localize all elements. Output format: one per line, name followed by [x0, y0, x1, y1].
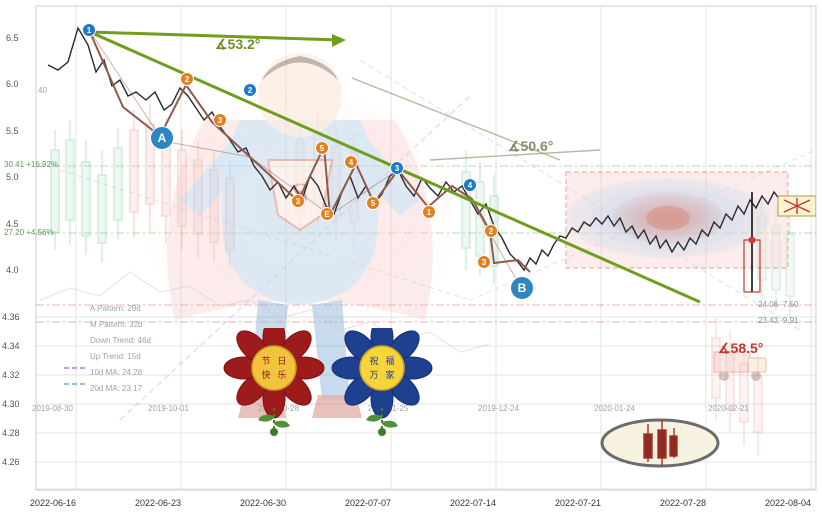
y-tick-label: 4.0 — [6, 265, 19, 275]
y-tick-label: 6.5 — [6, 33, 19, 43]
watermark-bottom-date: 2020-01-24 — [594, 404, 635, 413]
angle-annotation-grey: ∡50.6° — [508, 138, 554, 154]
wave-label-3c: 3 — [390, 161, 404, 175]
svg-text:祝: 祝 — [369, 355, 378, 367]
watermark-bottom-date: 2019-08-30 — [32, 404, 73, 413]
watermark-legend-line: M Pattern: 32d — [90, 320, 143, 329]
y-tick-label: 4.32 — [2, 370, 20, 380]
wave-label-3: 3 — [213, 113, 227, 127]
wave-label-1: 1 — [82, 23, 96, 37]
angle-annotation-red: ∡58.5° — [718, 340, 764, 356]
x-tick-label: 2022-07-14 — [450, 498, 497, 508]
wave-label-2c: 2 — [484, 224, 498, 238]
wave-label-4b: 4 — [463, 178, 477, 192]
svg-text:日: 日 — [277, 356, 286, 367]
watermark-legend-line: Up Trend: 15d — [90, 352, 141, 361]
wave-label-1b: 1 — [422, 205, 436, 219]
flower-sticker-red: 节日 快乐 — [223, 328, 325, 436]
watermark-legend-line: A Pattern: 29d — [90, 304, 141, 313]
svg-text:万: 万 — [369, 371, 378, 381]
watermark-bottom-date: 2020-02-21 — [708, 404, 749, 413]
svg-text:家: 家 — [385, 369, 394, 381]
wave-polyline — [88, 29, 531, 273]
y-tick-label: 4.26 — [2, 457, 20, 467]
wave-label-A: A — [150, 126, 174, 150]
wave-label-4: 4 — [344, 155, 358, 169]
y-tick-label: 4.28 — [2, 428, 20, 438]
watermark-right-label: 23.43 -9.91 — [758, 316, 799, 325]
x-tick-label: 2022-06-23 — [135, 498, 182, 508]
x-tick-label: 2022-07-21 — [555, 498, 602, 508]
watermark-legend-line: 10d MA: 24.28 — [90, 368, 143, 377]
y-tick-label: 6.0 — [6, 79, 19, 89]
wave-label-5b: 5 — [366, 196, 380, 210]
x-tick-label: 2022-06-30 — [240, 498, 287, 508]
wave-label-2: 2 — [180, 72, 194, 86]
watermark-left-label: 40 — [38, 86, 47, 95]
wave-label-3d: 3 — [477, 255, 491, 269]
watermark-left-label: 27.20 +4.56% — [4, 228, 54, 237]
watermark-left-label: 30.41 +16.92% — [4, 160, 59, 169]
flower-sticker-blue: 祝福 万家 — [331, 328, 433, 436]
y-tick-label: 4.5 — [6, 219, 19, 229]
x-tick-label: 2022-08-04 — [765, 498, 812, 508]
x-tick-label: 2022-07-07 — [345, 498, 392, 508]
watermark-legend-line: 20d MA: 23.17 — [90, 384, 143, 393]
pattern-highlight-box — [565, 171, 789, 269]
svg-text:节: 节 — [261, 356, 270, 367]
svg-text:福: 福 — [385, 355, 394, 367]
y-tick-label: 5.0 — [6, 172, 19, 182]
wave-label-5: 5 — [315, 141, 329, 155]
x-tick-label: 2022-07-28 — [660, 498, 707, 508]
watermark-legend-swatches — [64, 367, 86, 385]
angle-annotation-green: ∡53.2° — [215, 36, 261, 52]
y-tick-label: 4.36 — [2, 312, 20, 322]
y-tick-label: 5.5 — [6, 126, 19, 136]
y-tick-label: 4.34 — [2, 341, 20, 351]
svg-text:乐: 乐 — [277, 369, 286, 381]
wave-label-3b: 3 — [291, 194, 305, 208]
wave-label-2b: 2 — [243, 83, 257, 97]
wave-label-E: E — [320, 207, 334, 221]
bottom-highlight-ellipse — [600, 418, 720, 468]
svg-text:快: 快 — [261, 369, 270, 381]
wave-label-B: B — [510, 276, 534, 300]
right-marker — [743, 192, 816, 293]
watermark-right-label: 24.06 -7.50 — [758, 300, 799, 309]
x-tick-label: 2022-06-16 — [30, 498, 77, 508]
watermark-bottom-date: 2019-10-01 — [148, 404, 189, 413]
watermark-bottom-date: 2019-12-24 — [478, 404, 519, 413]
y-tick-label: 4.30 — [2, 399, 20, 409]
watermark-legend-line: Down Trend: 46d — [90, 336, 151, 345]
